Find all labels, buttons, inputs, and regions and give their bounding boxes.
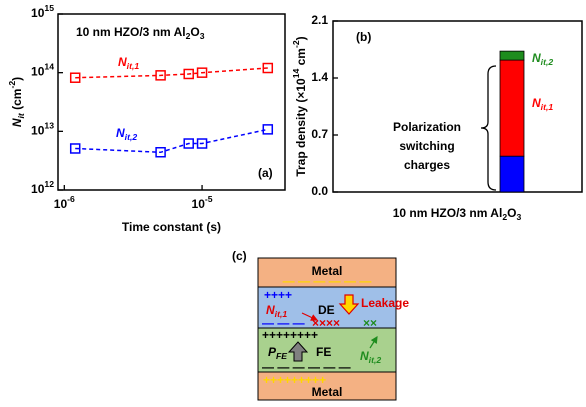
fit-line: [75, 129, 268, 152]
bar-segment: [500, 156, 524, 192]
y-axis-label-part: (cm: [10, 89, 24, 114]
y-tick-label: 2.1: [311, 13, 328, 27]
y-tick-label: 1012: [31, 179, 54, 196]
x-tick-label: 10-6: [54, 194, 75, 211]
y-axis-label: Nit (cm-2): [7, 77, 26, 127]
x-tick-label-part: 10: [192, 197, 206, 211]
fit-line: [75, 68, 268, 78]
chart-title-part: 10 nm HZO/3 nm Al: [76, 25, 186, 39]
charges: — — — — — —: [283, 274, 372, 288]
plot-frame: [58, 14, 285, 190]
x-axis-label-part: 3: [516, 212, 521, 222]
y-axis-label: Trap density (×1014 cm-2): [291, 36, 308, 176]
chart-title: 10 nm HZO/3 nm Al2O3: [76, 25, 205, 41]
x-tick-label: 10-5: [192, 194, 213, 211]
y-tick-label: 0.7: [311, 127, 328, 141]
x-axis-label: 10 nm HZO/3 nm Al2O3: [393, 206, 522, 222]
x-axis-label-part: 10 nm HZO/3 nm Al: [393, 206, 503, 220]
y-tick-label: 1013: [31, 121, 54, 138]
y-tick-label-part: 14: [44, 62, 54, 72]
bar-segment: [500, 51, 524, 60]
leakage-label: Leakage: [361, 296, 409, 310]
nit2-label-part: it,2: [369, 355, 382, 365]
layer-label: Metal: [312, 385, 343, 399]
panel-label: (c): [232, 249, 247, 263]
x-tick-label-part: -6: [67, 194, 75, 204]
series-label: Nit,1: [532, 96, 553, 112]
series-label: Nit,1: [118, 55, 139, 71]
x-tick-label-part: -5: [205, 194, 213, 204]
bracket-label: Polarization: [393, 120, 461, 134]
series-label: Nit,2: [532, 51, 553, 67]
y-tick-label: 1.4: [311, 70, 328, 84]
nit1-label-part: N: [266, 303, 275, 317]
series-label-part: N: [532, 51, 541, 65]
series-label-part: N: [532, 96, 541, 110]
y-axis-label-part: cm: [294, 48, 308, 69]
chart-title-part: O: [190, 25, 199, 39]
series-label-part: it,2: [125, 132, 138, 142]
chart-title-part: 3: [200, 31, 205, 41]
y-tick-label-part: 12: [44, 179, 54, 189]
y-axis-label-part: 14: [291, 68, 301, 78]
y-axis-label-part: ): [294, 36, 308, 40]
bracket-label: switching: [399, 139, 454, 153]
panel-label: (a): [258, 166, 273, 180]
y-tick-label-part: 15: [44, 3, 54, 13]
y-axis-label-part: Trap density (×10: [294, 78, 308, 177]
series-label-part: it,1: [127, 61, 140, 71]
y-axis-label-part: ): [10, 77, 24, 81]
x-axis-label: Time constant (s): [122, 220, 221, 234]
series-label-part: it,2: [541, 57, 554, 67]
y-axis-label-part: N: [10, 118, 24, 127]
series-label-part: it,1: [541, 102, 554, 112]
charges: ++++: [264, 288, 292, 302]
y-tick-label-part: 13: [44, 121, 54, 131]
y-tick-label-part: 10: [31, 124, 45, 138]
y-tick-label-part: 10: [31, 6, 45, 20]
figure: 101210131014101510-610-510 nm HZO/3 nm A…: [0, 0, 586, 407]
series-label: Nit,2: [116, 126, 137, 142]
panel-label: (b): [356, 30, 371, 44]
bar-segment: [500, 60, 524, 156]
y-tick-label-part: 10: [31, 65, 45, 79]
y-tick-label: 0.0: [311, 184, 328, 198]
y-tick-label: 1015: [31, 3, 54, 20]
charges: ++++++++: [262, 328, 318, 342]
y-tick-label: 1014: [31, 62, 54, 79]
bracket: [481, 66, 496, 190]
series-label-part: N: [118, 55, 127, 69]
layer-label: DE: [318, 303, 335, 317]
bracket-label: charges: [404, 158, 450, 172]
charges: — — — — — —: [262, 360, 351, 374]
nit2-label-part: N: [360, 349, 369, 363]
traps: ××: [363, 316, 377, 330]
x-axis-label-part: O: [507, 206, 516, 220]
y-tick-label-part: 10: [31, 182, 45, 196]
series-label-part: N: [116, 126, 125, 140]
layer-label: FE: [316, 345, 331, 359]
x-tick-label-part: 10: [54, 197, 68, 211]
